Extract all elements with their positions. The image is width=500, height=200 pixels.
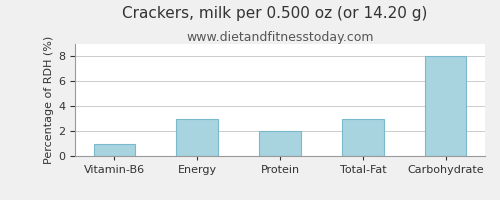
Bar — [176, 119, 218, 156]
Y-axis label: Percentage of RDH (%): Percentage of RDH (%) — [44, 36, 54, 164]
Text: Crackers, milk per 0.500 oz (or 14.20 g): Crackers, milk per 0.500 oz (or 14.20 g) — [122, 6, 428, 21]
Bar — [342, 119, 384, 156]
Bar — [94, 144, 135, 156]
Bar — [260, 131, 300, 156]
Title: www.dietandfitnesstoday.com: www.dietandfitnesstoday.com — [186, 31, 374, 44]
Bar — [425, 56, 467, 156]
